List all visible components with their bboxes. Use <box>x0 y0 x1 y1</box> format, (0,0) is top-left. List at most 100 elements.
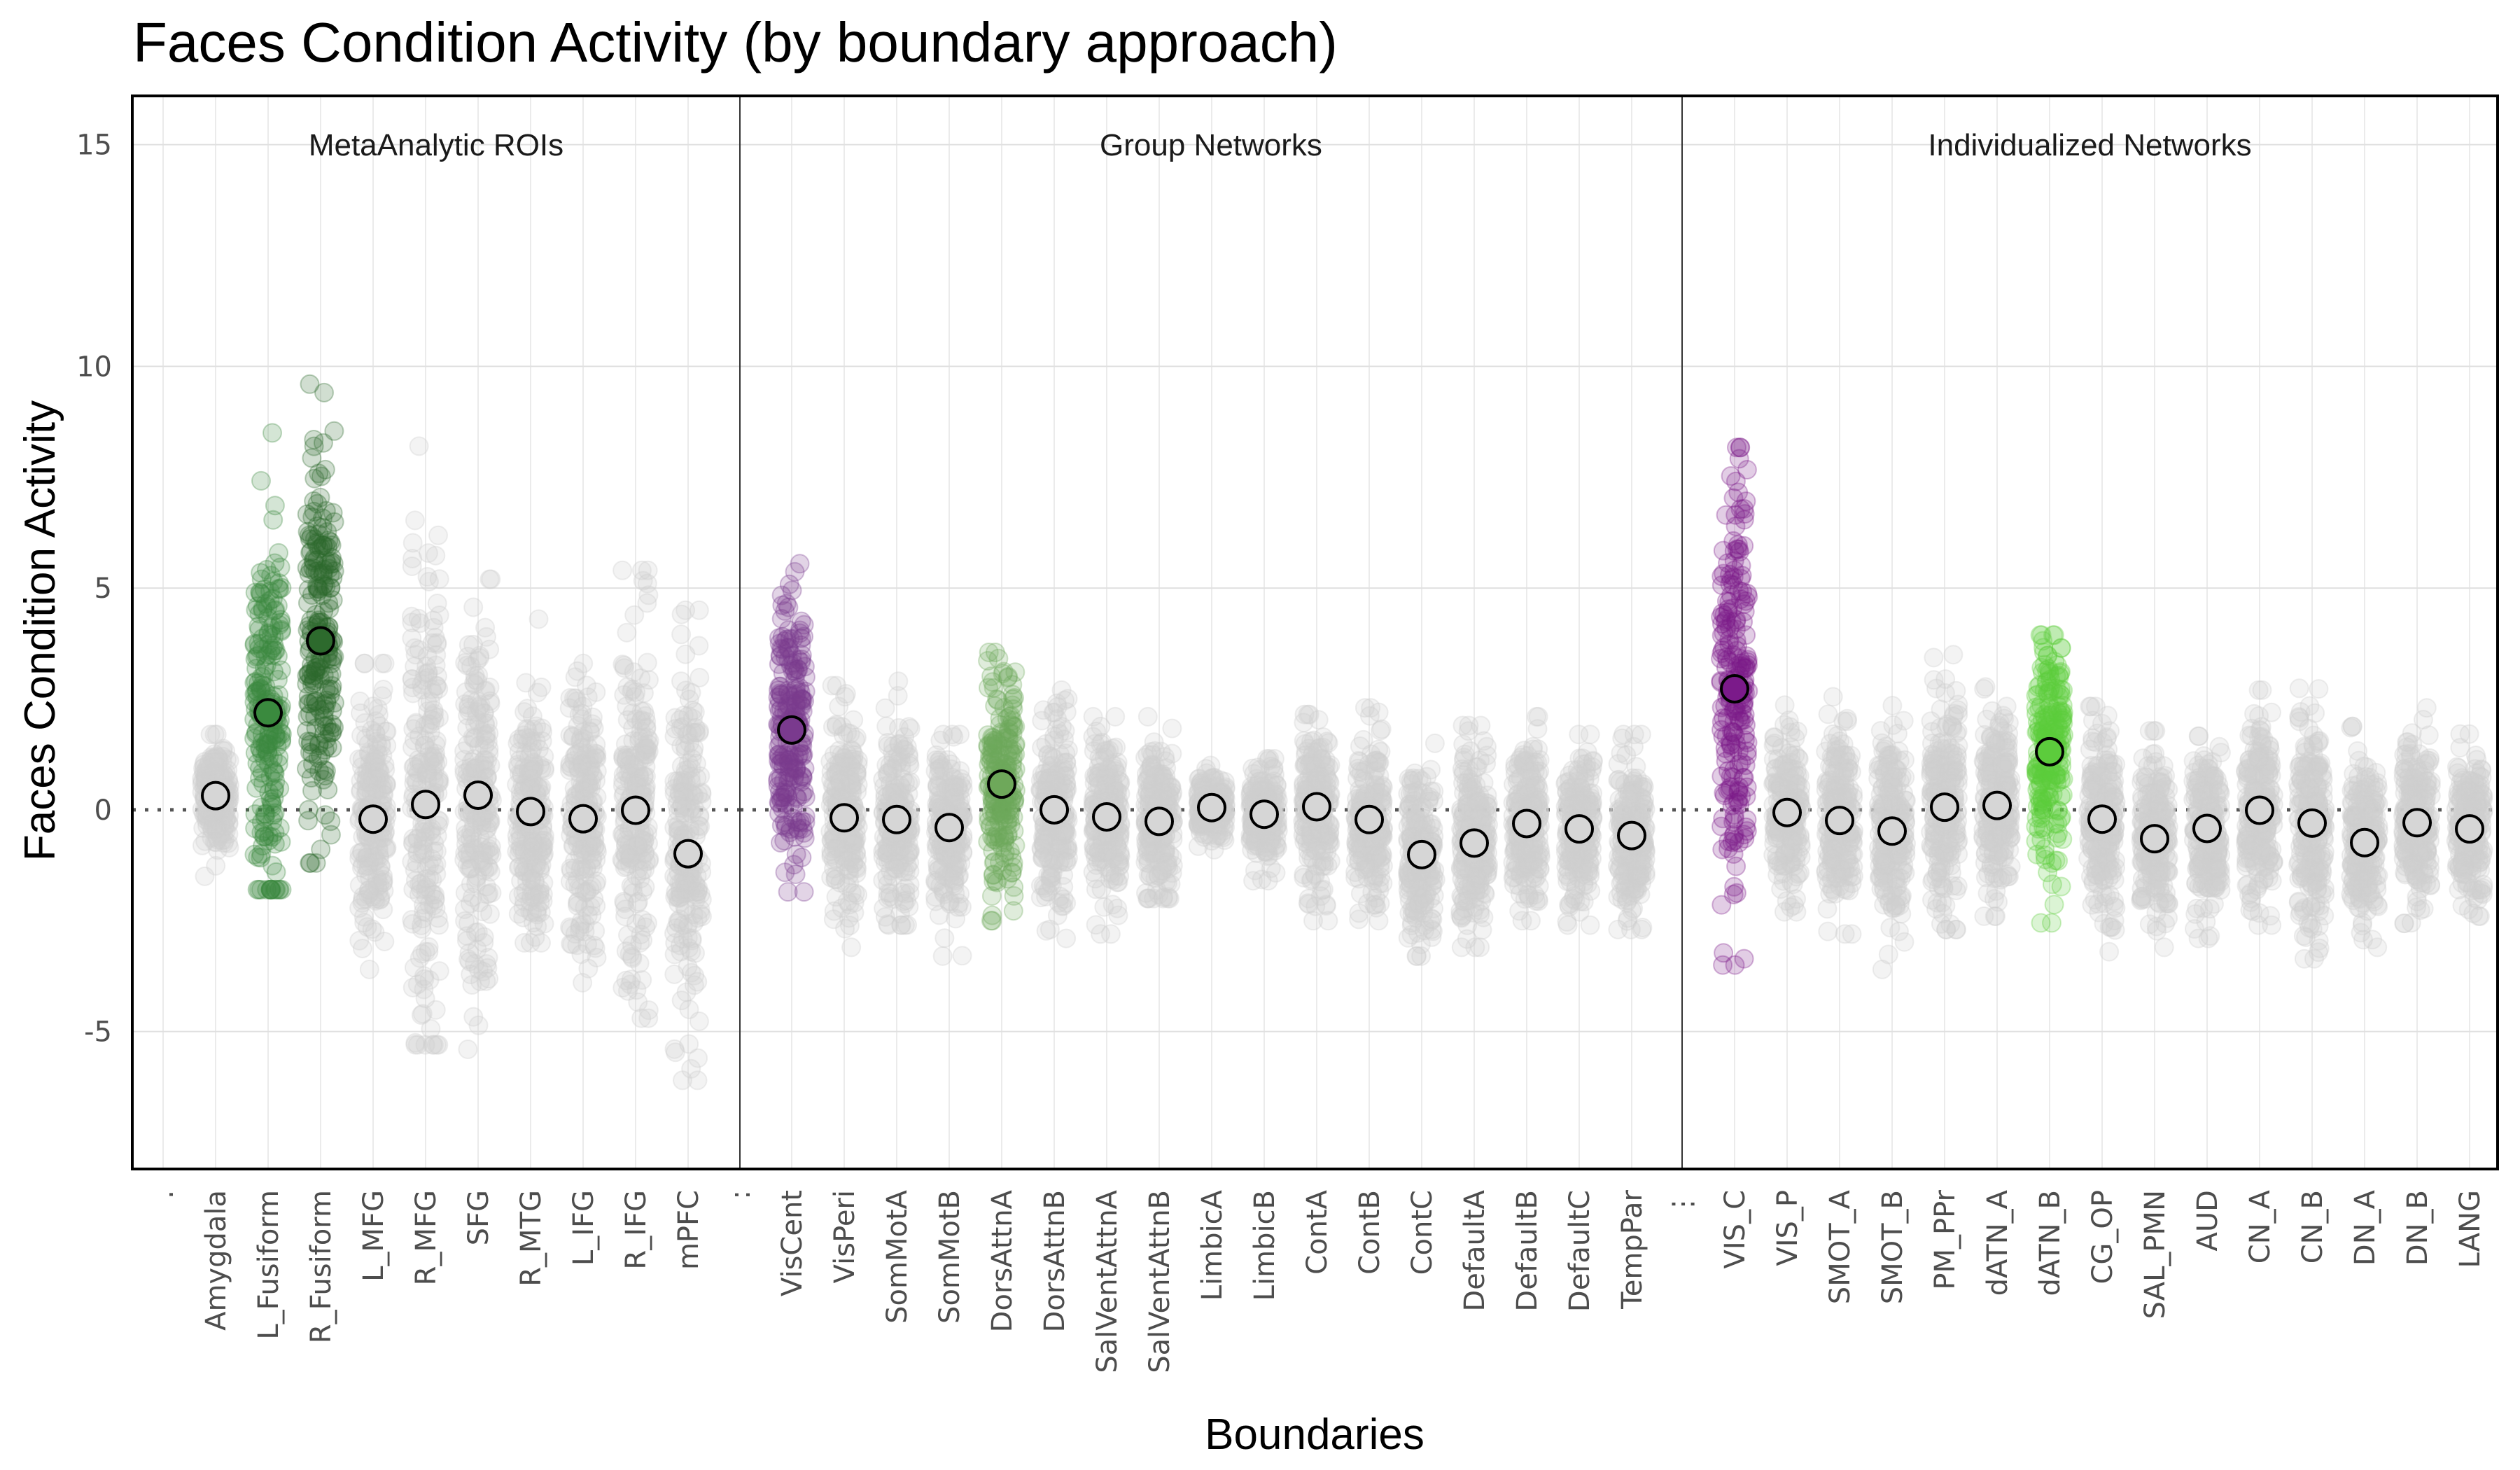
data-point <box>270 557 290 578</box>
data-point <box>246 681 267 701</box>
data-point <box>678 706 699 726</box>
data-point <box>206 746 227 766</box>
data-point <box>309 736 329 756</box>
data-point <box>206 818 226 839</box>
data-point <box>666 869 687 889</box>
data-point <box>206 724 227 745</box>
data-point <box>927 794 947 814</box>
facet-strip-label: Group Networks <box>1100 128 1322 162</box>
data-point <box>1140 867 1160 887</box>
data-point <box>1091 716 1111 736</box>
data-point <box>686 753 706 774</box>
data-point <box>409 436 429 456</box>
data-point <box>359 959 379 979</box>
data-point <box>249 620 270 640</box>
data-point <box>204 724 225 745</box>
data-point <box>213 741 232 761</box>
data-point <box>244 728 265 748</box>
data-point <box>256 734 276 754</box>
data-point <box>264 762 284 782</box>
data-point <box>271 621 291 641</box>
data-point <box>948 897 968 917</box>
data-point <box>1086 915 1106 935</box>
data-point <box>1196 763 1217 783</box>
data-point <box>269 747 289 767</box>
data-point <box>833 725 853 746</box>
data-point <box>638 585 659 606</box>
data-point <box>259 746 279 766</box>
mean-marker <box>1250 799 1279 830</box>
data-point <box>260 879 281 899</box>
data-point <box>266 862 286 882</box>
data-point <box>1294 867 1314 888</box>
data-point <box>254 821 274 841</box>
data-point <box>563 727 583 747</box>
data-point <box>253 666 274 686</box>
data-point <box>466 810 486 830</box>
data-point <box>251 679 272 699</box>
data-point <box>929 778 949 798</box>
data-point <box>429 915 449 935</box>
data-point <box>203 816 223 836</box>
data-point <box>265 879 285 899</box>
data-point <box>990 853 1009 872</box>
mean-marker <box>568 804 598 834</box>
panels: MetaAnalytic ROIs Group Networks Individua… <box>131 94 2499 1170</box>
chart-title: Faces Condition Activity (by boundary ap… <box>133 11 1338 74</box>
data-point <box>204 832 225 852</box>
data-point <box>978 651 998 671</box>
mean-marker <box>306 626 335 656</box>
data-point <box>676 644 696 664</box>
data-point <box>209 752 230 772</box>
data-point <box>933 724 953 745</box>
data-point <box>1086 879 1106 899</box>
mean-marker <box>882 804 911 834</box>
data-point <box>266 879 286 899</box>
data-point <box>671 990 692 1011</box>
data-point <box>412 919 432 939</box>
mean-marker <box>516 797 545 827</box>
data-point <box>265 771 286 792</box>
data-point <box>264 626 284 647</box>
data-point <box>420 691 440 711</box>
data-point <box>200 724 220 745</box>
data-point <box>200 814 220 834</box>
data-point <box>944 869 964 890</box>
mean-marker <box>830 803 859 833</box>
data-point <box>322 714 342 734</box>
data-point <box>519 777 540 797</box>
data-point <box>982 911 1002 931</box>
data-point <box>194 762 214 783</box>
data-point <box>359 880 379 900</box>
data-point <box>829 696 849 717</box>
data-point <box>216 763 236 783</box>
data-point <box>463 634 483 654</box>
panel-background <box>132 96 740 1169</box>
data-point <box>264 788 284 808</box>
data-point <box>250 678 270 699</box>
data-point <box>776 629 797 650</box>
data-point <box>207 757 227 777</box>
data-point <box>479 883 498 904</box>
data-point <box>463 597 484 617</box>
data-point <box>262 792 281 812</box>
data-point <box>202 749 223 769</box>
data-point <box>265 640 285 661</box>
data-point <box>252 639 272 659</box>
data-point <box>584 836 604 857</box>
data-point <box>203 752 223 772</box>
data-point <box>664 964 685 984</box>
data-point <box>248 645 268 666</box>
data-point <box>354 653 374 673</box>
data-point <box>257 559 276 580</box>
data-point <box>262 625 281 645</box>
data-point <box>429 569 449 589</box>
data-point <box>251 822 272 843</box>
data-point <box>262 827 282 847</box>
mean-marker <box>1302 792 1331 822</box>
data-point <box>528 609 549 629</box>
data-point <box>665 1042 685 1063</box>
data-point <box>258 597 278 617</box>
data-point <box>245 804 265 824</box>
data-point <box>255 804 276 824</box>
